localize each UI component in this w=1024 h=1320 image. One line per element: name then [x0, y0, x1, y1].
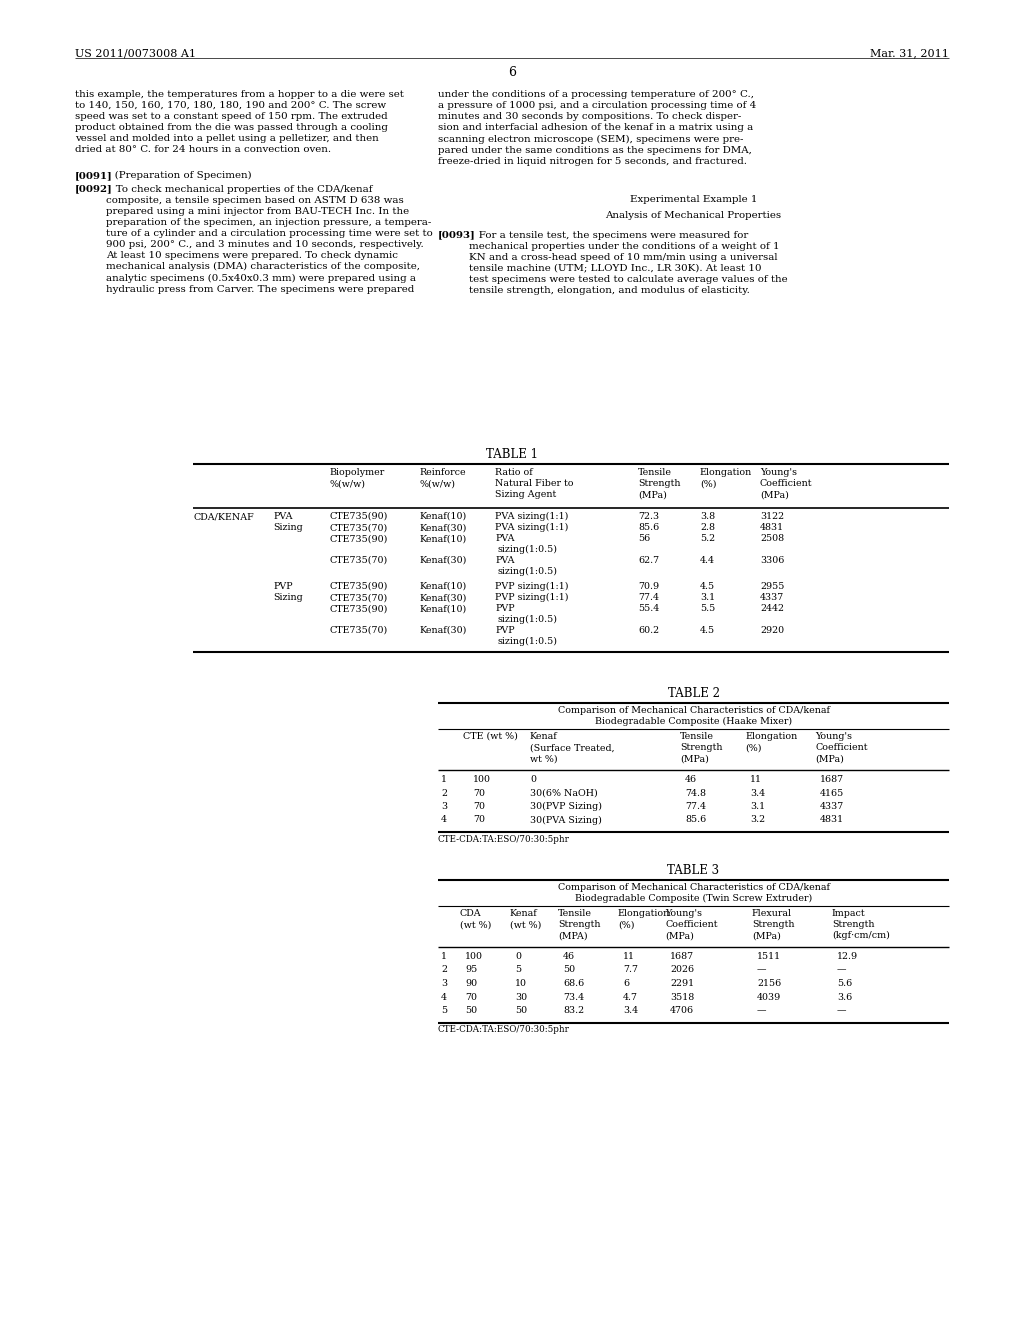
Text: sizing(1:0.5): sizing(1:0.5)	[497, 545, 557, 554]
Text: 1687: 1687	[670, 952, 694, 961]
Text: 6: 6	[623, 979, 629, 987]
Text: 74.8: 74.8	[685, 788, 706, 797]
Text: Analysis of Mechanical Properties: Analysis of Mechanical Properties	[605, 210, 781, 219]
Text: 11: 11	[750, 775, 762, 784]
Text: For a tensile test, the specimens were measured for
mechanical properties under : For a tensile test, the specimens were m…	[469, 231, 787, 294]
Text: Elongation
(%): Elongation (%)	[618, 909, 671, 929]
Text: CTE-CDA:TA:ESO/70:30:5phr: CTE-CDA:TA:ESO/70:30:5phr	[438, 1026, 570, 1035]
Text: 2156: 2156	[757, 979, 781, 987]
Text: 5.6: 5.6	[837, 979, 852, 987]
Text: Comparison of Mechanical Characteristics of CDA/kenaf: Comparison of Mechanical Characteristics…	[557, 883, 829, 892]
Text: 100: 100	[473, 775, 490, 784]
Text: Mar. 31, 2011: Mar. 31, 2011	[870, 48, 949, 58]
Text: Kenaf(10)
Kenaf(30)
Kenaf(10): Kenaf(10) Kenaf(30) Kenaf(10)	[420, 512, 467, 544]
Text: [0093]: [0093]	[438, 231, 476, 239]
Text: 1687: 1687	[820, 775, 844, 784]
Text: PVP: PVP	[495, 605, 515, 612]
Text: Kenaf(30): Kenaf(30)	[420, 556, 467, 565]
Text: Tensile
Strength
(MPA): Tensile Strength (MPA)	[558, 909, 600, 940]
Text: Tensile
Strength
(MPa): Tensile Strength (MPa)	[680, 733, 723, 763]
Text: PVA
Sizing: PVA Sizing	[273, 512, 303, 532]
Text: 4831: 4831	[820, 816, 844, 825]
Text: Biodegradable Composite (Twin Screw Extruder): Biodegradable Composite (Twin Screw Extr…	[574, 894, 812, 903]
Text: 77.4: 77.4	[638, 593, 659, 602]
Text: [0091]: [0091]	[75, 172, 113, 180]
Text: TABLE 1: TABLE 1	[486, 447, 538, 461]
Text: sizing(1:0.5): sizing(1:0.5)	[497, 568, 557, 576]
Text: 2442: 2442	[760, 605, 784, 612]
Text: Young's
Coefficient
(MPa): Young's Coefficient (MPa)	[760, 469, 812, 499]
Text: Biopolymer
%(w/w): Biopolymer %(w/w)	[330, 469, 385, 488]
Text: 2955: 2955	[760, 582, 784, 591]
Text: CDA
(wt %): CDA (wt %)	[460, 909, 492, 929]
Text: under the conditions of a processing temperature of 200° C.,
a pressure of 1000 : under the conditions of a processing tem…	[438, 90, 757, 166]
Text: 70: 70	[473, 816, 485, 825]
Text: 85.6: 85.6	[638, 523, 659, 532]
Text: 4039: 4039	[757, 993, 781, 1002]
Text: CTE (wt %): CTE (wt %)	[463, 733, 518, 741]
Text: 4.4: 4.4	[700, 556, 715, 565]
Text: 70: 70	[473, 803, 485, 810]
Text: 46: 46	[563, 952, 575, 961]
Text: Flexural
Strength
(MPa): Flexural Strength (MPa)	[752, 909, 795, 940]
Text: 85.6: 85.6	[685, 816, 707, 825]
Text: 4165: 4165	[820, 788, 844, 797]
Text: 72.3: 72.3	[638, 512, 659, 521]
Text: Kenaf(10)
Kenaf(30)
Kenaf(10): Kenaf(10) Kenaf(30) Kenaf(10)	[420, 582, 467, 614]
Text: 2: 2	[441, 788, 447, 797]
Text: this example, the temperatures from a hopper to a die were set
to 140, 150, 160,: this example, the temperatures from a ho…	[75, 90, 403, 154]
Text: Comparison of Mechanical Characteristics of CDA/kenaf: Comparison of Mechanical Characteristics…	[557, 706, 829, 715]
Text: 50: 50	[515, 1006, 527, 1015]
Text: 4706: 4706	[670, 1006, 694, 1015]
Text: 3.1: 3.1	[700, 593, 715, 602]
Text: PVA: PVA	[495, 535, 514, 543]
Text: Biodegradable Composite (Haake Mixer): Biodegradable Composite (Haake Mixer)	[595, 717, 792, 726]
Text: Elongation
(%): Elongation (%)	[700, 469, 753, 488]
Text: US 2011/0073008 A1: US 2011/0073008 A1	[75, 48, 196, 58]
Text: 12.9: 12.9	[837, 952, 858, 961]
Text: sizing(1:0.5): sizing(1:0.5)	[497, 615, 557, 624]
Text: sizing(1:0.5): sizing(1:0.5)	[497, 638, 557, 645]
Text: 4: 4	[441, 993, 447, 1002]
Text: 5.2: 5.2	[700, 535, 715, 543]
Text: PVP sizing(1:1): PVP sizing(1:1)	[495, 582, 568, 591]
Text: Reinforce
%(w/w): Reinforce %(w/w)	[420, 469, 467, 488]
Text: 46: 46	[685, 775, 697, 784]
Text: Kenaf
(Surface Treated,
wt %): Kenaf (Surface Treated, wt %)	[530, 733, 614, 763]
Text: PVP
Sizing: PVP Sizing	[273, 582, 303, 602]
Text: 7.7: 7.7	[623, 965, 638, 974]
Text: —: —	[837, 1006, 847, 1015]
Text: Impact
Strength
(kgf·cm/cm): Impact Strength (kgf·cm/cm)	[831, 909, 890, 940]
Text: 4337: 4337	[760, 593, 784, 602]
Text: CTE735(90)
CTE735(70)
CTE735(90): CTE735(90) CTE735(70) CTE735(90)	[330, 512, 388, 544]
Text: 4.5: 4.5	[700, 626, 715, 635]
Text: Young's
Coefficient
(MPa): Young's Coefficient (MPa)	[665, 909, 718, 940]
Text: 3.4: 3.4	[750, 788, 765, 797]
Text: —: —	[837, 965, 847, 974]
Text: 77.4: 77.4	[685, 803, 706, 810]
Text: 2.8: 2.8	[700, 523, 715, 532]
Text: 2026: 2026	[670, 965, 694, 974]
Text: TABLE 3: TABLE 3	[668, 865, 720, 876]
Text: 3.8: 3.8	[700, 512, 715, 521]
Text: 30(PVP Sizing): 30(PVP Sizing)	[530, 803, 602, 810]
Text: 70: 70	[473, 788, 485, 797]
Text: PVA: PVA	[495, 556, 514, 565]
Text: 83.2: 83.2	[563, 1006, 584, 1015]
Text: Elongation
(%): Elongation (%)	[745, 733, 798, 752]
Text: 0: 0	[515, 952, 521, 961]
Text: 2920: 2920	[760, 626, 784, 635]
Text: CTE735(70): CTE735(70)	[330, 626, 388, 635]
Text: To check mechanical properties of the CDA/kenaf
composite, a tensile specimen ba: To check mechanical properties of the CD…	[106, 185, 433, 294]
Text: 2508: 2508	[760, 535, 784, 543]
Text: 100: 100	[465, 952, 483, 961]
Text: 55.4: 55.4	[638, 605, 659, 612]
Text: 50: 50	[465, 1006, 477, 1015]
Text: 3.2: 3.2	[750, 816, 765, 825]
Text: Young's
Coefficient
(MPa): Young's Coefficient (MPa)	[815, 733, 867, 763]
Text: 56: 56	[638, 535, 650, 543]
Text: 95: 95	[465, 965, 477, 974]
Text: 70.9: 70.9	[638, 582, 659, 591]
Text: —: —	[757, 1006, 767, 1015]
Text: 0: 0	[530, 775, 536, 784]
